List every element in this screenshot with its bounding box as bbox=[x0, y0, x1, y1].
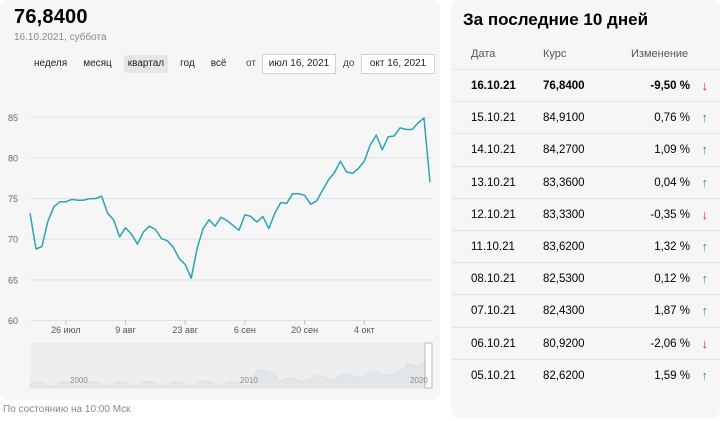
x-tick-label: 26 июл bbox=[51, 325, 80, 335]
row-rate: 82,6200 bbox=[543, 369, 585, 382]
arrow-up-icon: ↑ bbox=[701, 303, 709, 319]
navigator-year-label: 2020 bbox=[410, 376, 428, 385]
row-date: 08.10.21 bbox=[471, 273, 516, 286]
period-week-button[interactable]: неделя bbox=[34, 58, 68, 69]
period-month-button[interactable]: месяц bbox=[83, 58, 112, 69]
row-rate: 83,3600 bbox=[543, 176, 585, 189]
history-row: 07.10.21 82,4300 1,87 % ↑ bbox=[451, 294, 720, 326]
row-rate: 82,5300 bbox=[543, 273, 585, 286]
col-header-rate: Курс bbox=[543, 48, 567, 60]
row-change: 1,59 % bbox=[654, 369, 690, 382]
row-date: 05.10.21 bbox=[471, 369, 516, 382]
col-header-date: Дата bbox=[471, 48, 496, 60]
row-rate: 82,4300 bbox=[543, 305, 585, 318]
row-date: 14.10.21 bbox=[471, 144, 516, 157]
arrow-up-icon: ↑ bbox=[701, 239, 709, 254]
row-change: 0,12 % bbox=[654, 273, 690, 286]
period-year-button[interactable]: год bbox=[180, 58, 195, 69]
arrow-up-icon: ↑ bbox=[701, 367, 709, 383]
history-row: 16.10.21 76,8400 -9,50 % ↓ bbox=[451, 69, 720, 101]
period-quarter-button[interactable]: квартал bbox=[123, 55, 169, 73]
row-rate: 76,8400 bbox=[543, 80, 585, 92]
history-row: 08.10.21 82,5300 0,12 % ↑ bbox=[451, 262, 720, 294]
row-date: 12.10.21 bbox=[471, 208, 516, 221]
range-to-label: до bbox=[343, 58, 355, 69]
row-change: 0,04 % bbox=[654, 176, 690, 189]
row-date: 07.10.21 bbox=[471, 305, 516, 318]
period-all-button[interactable]: всё bbox=[210, 58, 227, 69]
history-row: 12.10.21 83,3300 -0,35 % ↓ bbox=[451, 197, 720, 230]
x-tick-label: 23 авг bbox=[172, 325, 198, 335]
x-tick-label: 20 сен bbox=[291, 325, 318, 335]
row-change: -9,50 % bbox=[650, 80, 690, 92]
row-change: -0,35 % bbox=[650, 208, 690, 221]
row-change: 1,87 % bbox=[654, 305, 690, 318]
arrow-up-icon: ↑ bbox=[701, 174, 709, 190]
y-tick-label: 80 bbox=[8, 153, 18, 163]
navigator-year-label: 2010 bbox=[240, 376, 258, 385]
history-row: 13.10.21 83,3600 0,04 % ↑ bbox=[451, 165, 720, 198]
history-row: 14.10.21 84,2700 1,09 % ↑ bbox=[451, 133, 720, 165]
price-chart[interactable]: 60 65 70 75 80 85 26 июл 9 авг 23 авг 6 сен 20 сен… bbox=[0, 0, 440, 400]
navigator-year-label: 2000 bbox=[70, 376, 88, 385]
col-header-change: Изменение bbox=[631, 48, 689, 60]
y-tick-label: 75 bbox=[8, 194, 18, 204]
row-change: 0,76 % bbox=[654, 112, 690, 125]
row-change: -2,06 % bbox=[650, 337, 690, 350]
row-rate: 84,9100 bbox=[543, 112, 585, 125]
row-change: 1,09 % bbox=[654, 144, 690, 157]
arrow-down-icon: ↓ bbox=[701, 78, 709, 93]
row-rate: 83,6200 bbox=[543, 241, 585, 253]
row-rate: 80,9200 bbox=[543, 337, 585, 350]
price-line bbox=[29, 117, 431, 279]
row-rate: 84,2700 bbox=[543, 144, 585, 157]
arrow-down-icon: ↓ bbox=[701, 206, 709, 222]
period-selector: неделя месяц квартал год всё bbox=[30, 54, 239, 74]
date-to-input[interactable]: окт 16, 2021 bbox=[361, 54, 435, 74]
y-tick-label: 85 bbox=[8, 113, 18, 123]
arrow-down-icon: ↓ bbox=[701, 335, 709, 351]
row-date: 06.10.21 bbox=[471, 337, 516, 350]
history-row: 15.10.21 84,9100 0,76 % ↑ bbox=[451, 101, 720, 133]
status-text: По состоянию на 10:00 Мск bbox=[3, 404, 131, 415]
current-date: 16.10.2021, суббота bbox=[14, 32, 107, 43]
history-panel: За последние 10 дней Дата Курс Изменение… bbox=[451, 0, 720, 418]
navigator-selection-handle[interactable] bbox=[424, 342, 433, 389]
navigator-mini-chart bbox=[29, 359, 433, 389]
row-date: 15.10.21 bbox=[471, 112, 516, 125]
x-tick-label: 4 окт bbox=[354, 325, 375, 335]
y-tick-label: 70 bbox=[8, 235, 18, 245]
history-row: 06.10.21 80,9200 -2,06 % ↓ bbox=[451, 326, 720, 359]
y-tick-label: 65 bbox=[8, 275, 18, 285]
row-date: 11.10.21 bbox=[471, 241, 515, 253]
row-date: 13.10.21 bbox=[471, 176, 516, 189]
range-from-label: от bbox=[246, 58, 256, 69]
history-title: За последние 10 дней bbox=[463, 10, 649, 29]
current-price: 76,8400 bbox=[14, 6, 88, 28]
x-tick-label: 9 авг bbox=[115, 325, 136, 335]
arrow-up-icon: ↑ bbox=[701, 142, 709, 158]
x-tick-label: 6 сен bbox=[234, 325, 256, 335]
chart-panel: 76,8400 16.10.2021, суббота неделя месяц… bbox=[0, 0, 440, 400]
history-row: 05.10.21 82,6200 1,59 % ↑ bbox=[451, 358, 720, 391]
date-from-input[interactable]: июл 16, 2021 bbox=[262, 54, 336, 74]
row-date: 16.10.21 bbox=[471, 80, 516, 92]
row-rate: 83,3300 bbox=[543, 208, 585, 221]
arrow-up-icon: ↑ bbox=[701, 271, 709, 287]
arrow-up-icon: ↑ bbox=[701, 110, 709, 126]
history-row: 11.10.21 83,6200 1,32 % ↑ bbox=[451, 230, 720, 262]
row-change: 1,32 % bbox=[654, 241, 690, 253]
y-tick-label: 60 bbox=[8, 316, 18, 326]
